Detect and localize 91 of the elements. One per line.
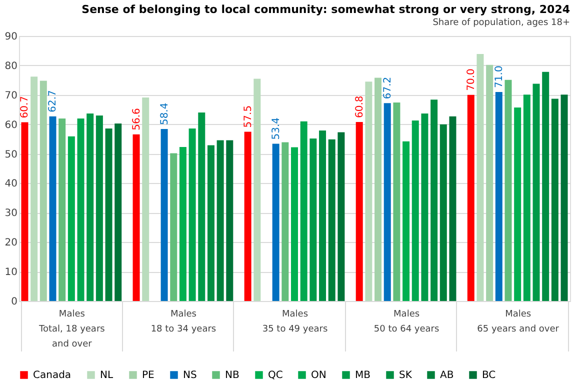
- data-label: 71.0: [494, 66, 505, 88]
- bar: [440, 124, 447, 301]
- bar: [142, 98, 150, 301]
- bar: [188, 128, 196, 301]
- data-label: 56.6: [131, 108, 142, 130]
- bar: [542, 72, 550, 301]
- bar: [476, 54, 484, 301]
- x-tick-label: Males Total, 18 years and over: [38, 310, 106, 350]
- bar: [504, 80, 512, 301]
- bar: [356, 122, 363, 301]
- bar: [523, 94, 530, 301]
- bar: [374, 78, 382, 301]
- data-label: 60.8: [354, 96, 366, 118]
- data-label: 70.0: [466, 68, 477, 91]
- bar: [532, 84, 540, 301]
- bar: [40, 80, 47, 301]
- bar: [467, 94, 474, 301]
- bar: [328, 139, 336, 301]
- data-label: 53.4: [270, 118, 282, 140]
- legend-label: NL: [100, 370, 114, 381]
- bar: [486, 64, 494, 301]
- bar: [216, 140, 224, 301]
- bar: [402, 141, 410, 301]
- bar: [384, 103, 391, 301]
- y-tick-label: 0: [11, 296, 18, 308]
- bar: [272, 144, 280, 301]
- bar: [105, 128, 112, 301]
- legend-label: Canada: [33, 370, 72, 381]
- y-tick-label: 40: [4, 178, 18, 190]
- bar: [21, 122, 28, 301]
- bar: [86, 113, 94, 301]
- legend-label: AB: [440, 370, 454, 381]
- y-tick-label: 80: [4, 60, 18, 72]
- bar: [319, 130, 326, 301]
- data-label: 62.7: [48, 90, 59, 112]
- legend-label: MB: [355, 370, 371, 381]
- bar: [244, 132, 252, 301]
- bar: [338, 132, 345, 301]
- bar: [449, 116, 456, 301]
- bar: [495, 92, 502, 301]
- bar: [310, 138, 317, 301]
- data-label: 58.4: [159, 102, 170, 126]
- bar: [412, 120, 419, 301]
- bar: [291, 147, 298, 301]
- y-tick-label: 20: [4, 238, 18, 249]
- bar: [132, 134, 140, 301]
- bar: [207, 145, 214, 301]
- data-label: 67.2: [382, 76, 394, 100]
- data-label: 60.7: [20, 96, 31, 118]
- data-label: 57.5: [242, 105, 254, 128]
- bar: [393, 102, 400, 301]
- x-tick-label: Males 35 to 49 years: [262, 310, 328, 334]
- y-tick-label: 90: [4, 32, 18, 42]
- bar: [30, 76, 38, 301]
- legend-label: PE: [142, 370, 154, 381]
- x-tick-label: Males 50 to 64 years: [374, 310, 440, 334]
- legend-label: NS: [183, 370, 197, 381]
- bar: [96, 116, 103, 301]
- bar: [179, 147, 186, 301]
- bar: [514, 108, 522, 301]
- bar: [300, 121, 308, 301]
- bar: [282, 142, 289, 301]
- legend-label: BC: [482, 370, 496, 381]
- x-tick-label: Males 18 to 34 years: [150, 310, 216, 334]
- bar: [58, 118, 66, 301]
- bar: [560, 94, 568, 301]
- y-tick-label: 50: [4, 149, 18, 160]
- legend-label: NB: [225, 370, 240, 381]
- bar: [77, 118, 84, 301]
- y-tick-label: 60: [4, 120, 18, 131]
- y-tick-label: 70: [4, 90, 18, 102]
- bar: [68, 136, 75, 301]
- y-tick-label: 10: [4, 267, 18, 278]
- legend-label: SK: [399, 370, 412, 381]
- chart-title: Sense of belonging to local community: somewhat strong or very strong, 2024: [82, 3, 570, 16]
- legend-label: QC: [268, 370, 283, 381]
- bar: [421, 113, 428, 301]
- bar: [254, 78, 261, 301]
- bar: [160, 129, 168, 301]
- bar: [551, 98, 558, 301]
- bar: [170, 153, 178, 301]
- x-tick-label: Males 65 years and over: [477, 310, 560, 334]
- legend-label: ON: [311, 370, 326, 381]
- bar: [430, 100, 438, 301]
- bar: [49, 116, 56, 301]
- chart-subtitle: Share of population, ages 18+: [432, 18, 570, 28]
- bar: [226, 140, 234, 301]
- bar: [114, 123, 122, 301]
- bar: [198, 112, 206, 301]
- bar: [365, 82, 372, 301]
- y-tick-label: 30: [4, 208, 18, 220]
